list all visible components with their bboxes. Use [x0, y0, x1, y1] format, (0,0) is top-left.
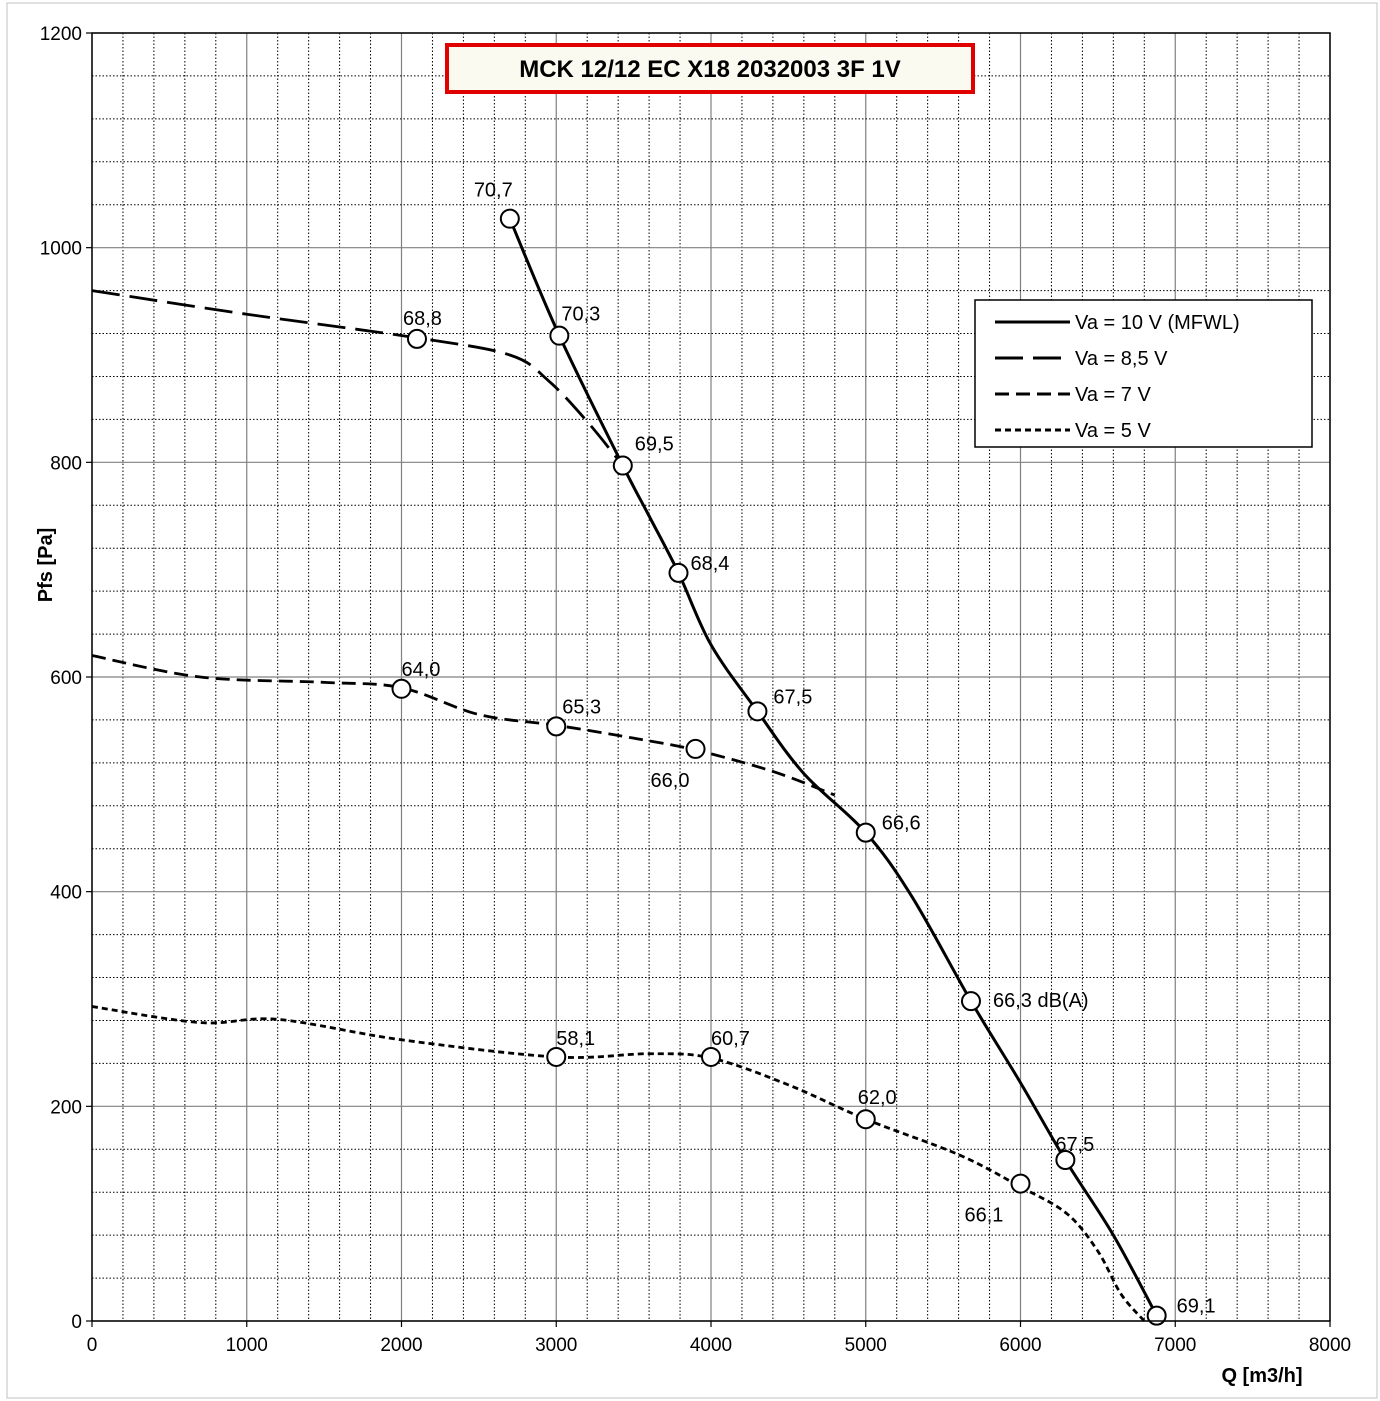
legend-entry: Va = 10 V (MFWL)	[1075, 312, 1240, 334]
data-markers	[391, 208, 1167, 1326]
x-tick-label: 0	[87, 1335, 98, 1356]
x-tick-labels: 0 1000 2000 3000 4000 5000 6000 7000 8000	[87, 1335, 1351, 1356]
y-tick-label: 1000	[40, 239, 82, 260]
series-line-3	[91, 654, 836, 797]
y-tick-label: 600	[50, 668, 82, 689]
data-point	[685, 738, 706, 759]
data-point	[1146, 1305, 1167, 1326]
series-line-4	[91, 1005, 1146, 1322]
legend-entry: Va = 5 V	[1075, 420, 1151, 442]
legend-entry: Va = 8,5 V	[1075, 348, 1168, 370]
y-tick-label: 200	[50, 1097, 82, 1118]
x-tick-label: 2000	[380, 1335, 422, 1356]
data-point	[668, 562, 689, 583]
y-tick-label: 1200	[40, 24, 82, 45]
x-axis-title: Q [m3/h]	[1221, 1365, 1302, 1387]
x-tick-label: 8000	[1309, 1335, 1351, 1356]
axes	[86, 32, 1331, 1327]
y-tick-label: 800	[50, 453, 82, 474]
data-label: 60,7	[711, 1028, 750, 1050]
chart-title-box: MCK 12/12 EC X18 2032003 3F 1V	[445, 43, 975, 94]
data-point	[546, 716, 567, 737]
data-point	[855, 1109, 876, 1130]
data-point	[960, 991, 981, 1012]
legend: Va = 10 V (MFWL) Va = 8,5 V Va = 7 V Va = 5…	[974, 299, 1313, 448]
data-point	[499, 208, 520, 229]
data-point	[546, 1046, 567, 1067]
data-point	[1055, 1150, 1076, 1170]
x-tick-label: 4000	[690, 1335, 732, 1356]
x-tick-label: 5000	[845, 1335, 887, 1356]
x-tick-label: 3000	[535, 1335, 577, 1356]
data-point	[701, 1046, 721, 1067]
x-tick-label: 7000	[1154, 1335, 1196, 1356]
x-tick-label: 1000	[226, 1335, 268, 1356]
data-point	[855, 822, 876, 843]
data-label: 66,1	[965, 1205, 1004, 1227]
data-point	[549, 325, 570, 346]
data-label: 70,7	[474, 180, 513, 202]
data-label: 64,0	[402, 659, 441, 681]
data-label: 62,0	[858, 1087, 897, 1109]
data-labels: 70,7 70,3 69,5 68,4 67,5 66,6 66,3 dB(A) 67,5 69…	[402, 180, 1216, 1318]
chart-title: MCK 12/12 EC X18 2032003 3F 1V	[519, 56, 901, 83]
y-tick-labels: 0 200 400 600 800 1000 1200	[40, 24, 82, 1333]
y-axis-title: Pfs [Pa]	[35, 528, 57, 602]
data-label: 58,1	[556, 1028, 595, 1050]
chart-outer-border	[6, 2, 1378, 1399]
data-label: 66,0	[651, 770, 690, 792]
data-point	[1010, 1173, 1031, 1194]
data-point	[391, 678, 412, 699]
data-label: 69,5	[635, 434, 674, 456]
data-label: 67,5	[773, 686, 812, 708]
data-label: 66,3 dB(A)	[993, 990, 1089, 1012]
data-point	[406, 328, 427, 349]
data-label: 66,6	[882, 813, 921, 835]
data-label: 69,1	[1177, 1296, 1216, 1318]
data-label: 70,3	[561, 304, 600, 326]
series-line-2	[91, 289, 624, 467]
x-tick-label: 6000	[999, 1335, 1041, 1356]
data-label: 67,5	[1055, 1134, 1094, 1156]
y-tick-label: 400	[50, 883, 82, 904]
legend-entry: Va = 7 V	[1075, 384, 1151, 406]
data-label: 65,3	[562, 696, 601, 718]
grid	[91, 32, 1331, 1322]
data-point	[612, 455, 633, 476]
data-label: 68,8	[403, 308, 442, 330]
data-point	[747, 701, 768, 722]
legend-frame	[974, 299, 1313, 448]
data-label: 68,4	[691, 553, 730, 575]
chart-title-frame	[445, 43, 975, 94]
y-tick-label: 0	[71, 1312, 82, 1333]
